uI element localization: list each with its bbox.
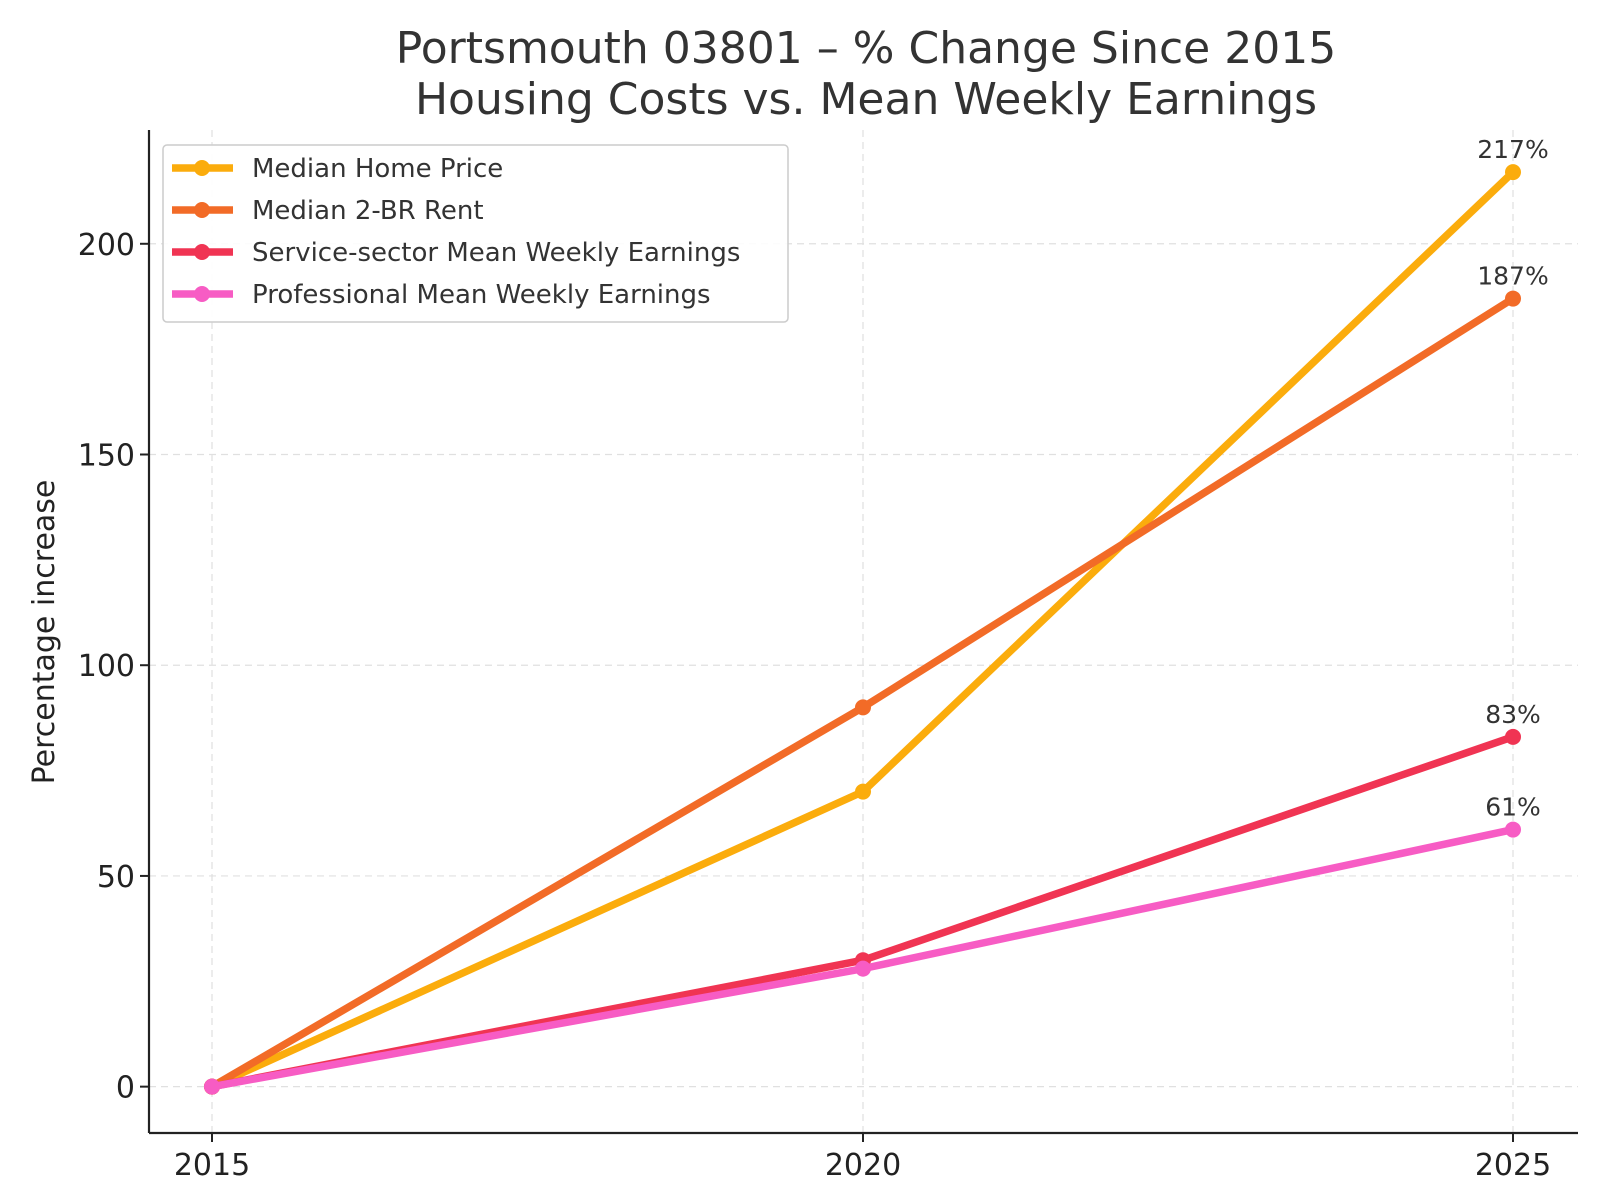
legend-label: Professional Mean Weekly Earnings bbox=[252, 280, 711, 310]
legend-marker bbox=[194, 160, 210, 176]
legend-item: Service-sector Mean Weekly Earnings bbox=[172, 238, 740, 268]
legend-label: Median 2-BR Rent bbox=[252, 196, 484, 226]
series-2: 83% bbox=[204, 700, 1541, 1095]
y-tick-label: 150 bbox=[78, 439, 135, 474]
y-tick-label: 200 bbox=[78, 228, 135, 263]
legend-label: Service-sector Mean Weekly Earnings bbox=[252, 238, 740, 268]
y-tick-label: 50 bbox=[97, 860, 135, 895]
data-point bbox=[855, 783, 871, 800]
series: 217% 187% 83% 61% bbox=[204, 135, 1549, 1095]
legend-item: Professional Mean Weekly Earnings bbox=[172, 280, 711, 310]
y-tick-label: 0 bbox=[116, 1071, 135, 1106]
ticks: 0 50 100 150 200 2015 2020 2025 bbox=[78, 228, 1551, 1183]
x-tick-label: 2020 bbox=[825, 1148, 901, 1183]
chart-title-line-2: Housing Costs vs. Mean Weekly Earnings bbox=[415, 74, 1317, 125]
end-value-label: 61% bbox=[1485, 793, 1541, 822]
data-point bbox=[855, 699, 871, 716]
data-point bbox=[855, 960, 871, 977]
data-point bbox=[1505, 164, 1521, 181]
legend-marker bbox=[194, 244, 210, 260]
chart-title-line-1: Portsmouth 03801 – % Change Since 2015 bbox=[396, 23, 1336, 74]
legend-label: Median Home Price bbox=[252, 154, 503, 184]
y-tick-label: 100 bbox=[78, 649, 135, 684]
legend-marker bbox=[194, 286, 210, 302]
series-1: 187% bbox=[204, 262, 1549, 1095]
data-point bbox=[204, 1078, 220, 1095]
legend-item: Median Home Price bbox=[172, 154, 503, 184]
end-value-label: 187% bbox=[1477, 262, 1548, 291]
legend: Median Home Price Median 2-BR Rent Service… bbox=[162, 144, 789, 323]
legend-box bbox=[162, 144, 789, 323]
end-value-label: 217% bbox=[1477, 135, 1548, 164]
legend-marker bbox=[194, 202, 210, 218]
y-axis-label: Percentage increase bbox=[27, 480, 62, 785]
data-point bbox=[1505, 821, 1521, 838]
series-3: 61% bbox=[204, 793, 1541, 1095]
legend-item: Median 2-BR Rent bbox=[172, 196, 484, 226]
x-tick-label: 2015 bbox=[174, 1148, 250, 1183]
data-point bbox=[1505, 290, 1521, 307]
end-value-label: 83% bbox=[1485, 700, 1541, 729]
x-tick-label: 2025 bbox=[1475, 1148, 1551, 1183]
data-point bbox=[1505, 728, 1521, 745]
grid bbox=[149, 130, 1578, 1133]
